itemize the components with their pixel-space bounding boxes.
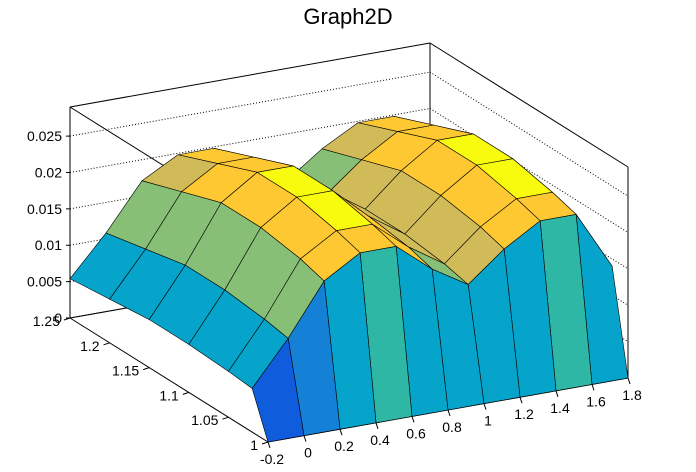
- x-tick-label: -0.2: [260, 451, 284, 467]
- x-tick-label: 0.4: [370, 432, 390, 448]
- y-tick-label: 1.2: [80, 338, 100, 354]
- z-tick-label: 0.015: [27, 201, 62, 217]
- z-tick-label: 0.02: [35, 164, 62, 180]
- z-tick-label: 0: [54, 310, 62, 326]
- y-tick: [261, 441, 269, 445]
- x-tick-label: 0.2: [334, 438, 354, 454]
- y-tick-label: 1.15: [112, 363, 139, 379]
- x-tick: [267, 441, 271, 449]
- y-tick: [63, 317, 71, 321]
- x-tick: [519, 397, 523, 404]
- y-tick: [182, 391, 189, 395]
- x-tick: [339, 429, 343, 436]
- box-edge: [69, 42, 431, 108]
- x-tick: [411, 416, 415, 423]
- y-tick-label: 1.1: [159, 387, 179, 403]
- x-tick-label: 1.2: [514, 406, 534, 422]
- z-tick-label: 0.005: [27, 274, 62, 290]
- x-tick-label: 1: [484, 413, 492, 429]
- surface-cell: [251, 337, 305, 443]
- x-tick: [303, 435, 307, 442]
- x-tick-label: 1.6: [586, 393, 606, 409]
- y-tick: [143, 367, 150, 371]
- z-tick-label: 0.01: [35, 237, 62, 253]
- x-tick-label: 0: [304, 445, 312, 461]
- y-tick-label: 1.05: [191, 412, 218, 428]
- x-tick-label: 1.4: [550, 400, 570, 416]
- x-tick: [483, 403, 487, 410]
- grid-line: [69, 107, 431, 173]
- x-tick: [555, 390, 559, 397]
- box-edge: [429, 42, 629, 168]
- y-tick: [103, 342, 110, 346]
- y-tick: [222, 416, 229, 420]
- x-tick-label: 1.8: [622, 387, 642, 403]
- x-tick-label: 0.6: [406, 425, 426, 441]
- x-tick: [447, 409, 451, 417]
- chart-title: Graph2D: [303, 4, 392, 29]
- y-tick-label: 1: [250, 437, 258, 453]
- box-edge: [69, 317, 269, 443]
- z-tick-label: 0.025: [27, 128, 62, 144]
- x-tick: [627, 377, 631, 385]
- x-tick: [591, 384, 595, 391]
- grid-line: [69, 71, 431, 137]
- x-tick-label: 0.8: [442, 419, 462, 435]
- y-tick-label: 1.25: [33, 313, 60, 329]
- x-tick: [375, 422, 379, 429]
